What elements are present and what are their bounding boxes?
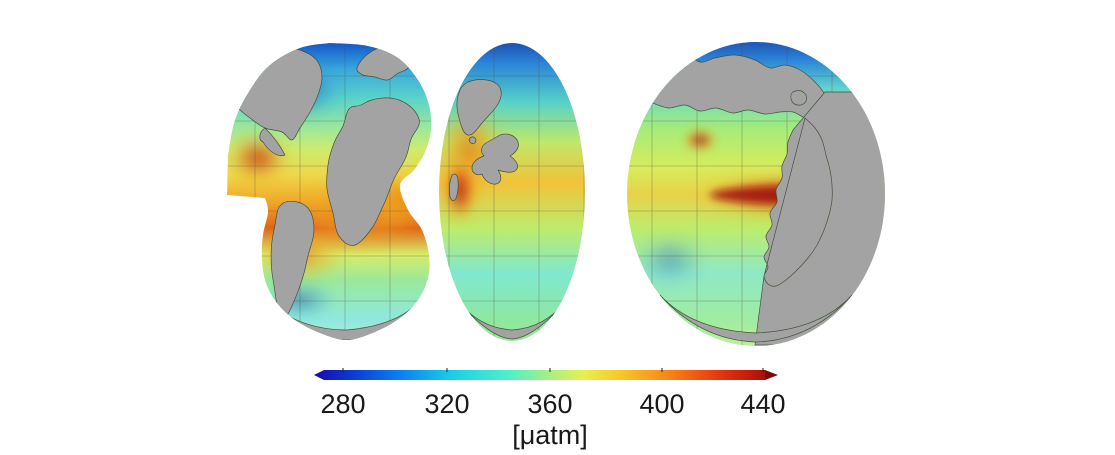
svg-text:280: 280 <box>320 389 365 419</box>
svg-text:400: 400 <box>639 389 684 419</box>
svg-text:440: 440 <box>740 389 785 419</box>
svg-text:[μatm]: [μatm] <box>512 420 588 450</box>
svg-text:320: 320 <box>424 389 469 419</box>
svg-text:360: 360 <box>527 389 572 419</box>
